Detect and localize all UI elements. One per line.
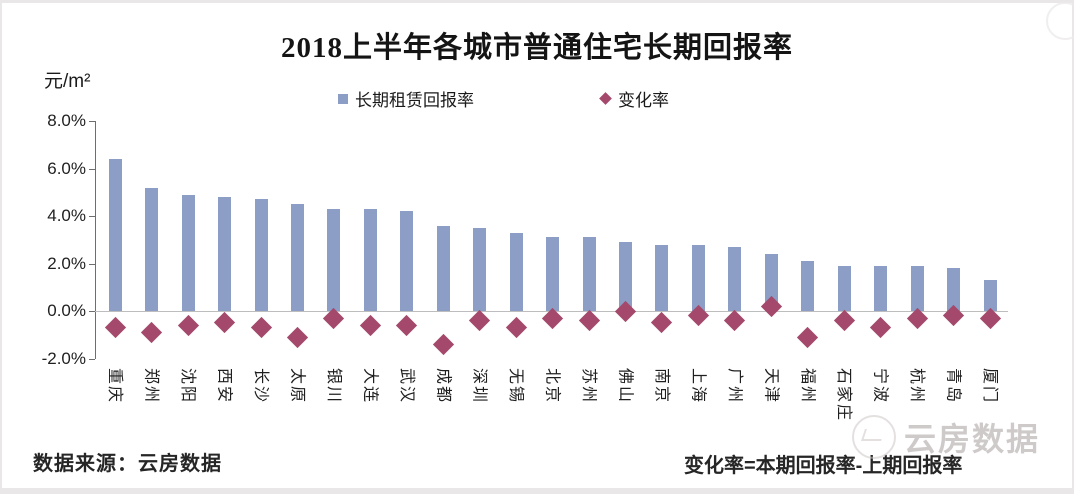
- bar-太原: [290, 204, 304, 311]
- bar-杭州: [910, 265, 924, 311]
- bar-无锡: [509, 232, 523, 311]
- diamond-石家庄: [833, 309, 855, 332]
- legend-label-diamond-series: 变化率: [618, 91, 669, 110]
- x-label-成都: 成都: [434, 368, 452, 405]
- diamond-广州: [724, 309, 746, 332]
- bar-佛山: [619, 242, 632, 311]
- bar-广州: [728, 246, 742, 311]
- diamond-郑州: [141, 321, 163, 343]
- x-label-杭州: 杭州: [908, 368, 926, 405]
- x-label-郑州: 郑州: [142, 368, 160, 405]
- x-label-石家庄: 石家庄: [835, 368, 853, 423]
- x-label-重庆: 重庆: [106, 368, 124, 405]
- diamond-宁波: [870, 317, 892, 339]
- x-label-太原: 太原: [288, 368, 306, 405]
- y-tick-label: 4.0%: [47, 206, 86, 225]
- bar-宁波: [874, 265, 888, 311]
- page-edge-right: [1072, 0, 1074, 494]
- y-axis-tick: [89, 216, 95, 217]
- y-axis-tick: [89, 168, 95, 170]
- bar-重庆: [108, 159, 122, 311]
- bar-成都: [436, 225, 450, 311]
- y-tick-label: 2.0%: [47, 253, 86, 273]
- x-label-福州: 福州: [798, 368, 816, 405]
- bar-北京: [546, 237, 560, 311]
- bar-西安: [218, 197, 232, 311]
- x-label-深圳: 深圳: [470, 368, 488, 405]
- x-label-厦门: 厦门: [981, 368, 998, 405]
- legend-item-bar-series: 长期租赁回报率: [338, 86, 474, 111]
- y-tick-label: 0.0%: [47, 301, 86, 320]
- diamond-无锡: [505, 317, 527, 339]
- page-edge-bottom: [0, 488, 1074, 494]
- page-edge-top: [0, 0, 1074, 3]
- x-label-北京: 北京: [543, 368, 561, 405]
- legend-label-bar-series: 长期租赁回报率: [355, 91, 474, 110]
- bar-郑州: [145, 187, 159, 311]
- bar-福州: [801, 261, 815, 311]
- diamond-福州: [797, 326, 819, 348]
- x-label-大连: 大连: [361, 368, 379, 405]
- x-label-银川: 银川: [324, 368, 342, 405]
- y-axis-unit-label: 元/m²: [44, 71, 91, 92]
- y-axis-tick: [89, 263, 95, 265]
- legend-item-diamond-series: 变化率: [599, 86, 669, 111]
- x-label-西安: 西安: [215, 368, 233, 405]
- x-label-苏州: 苏州: [580, 368, 598, 405]
- x-label-长沙: 长沙: [252, 368, 269, 405]
- x-label-天津: 天津: [762, 368, 780, 405]
- diamond-西安: [213, 312, 236, 334]
- bar-长沙: [254, 199, 268, 311]
- bar-上海: [691, 244, 705, 311]
- x-label-无锡: 无锡: [507, 368, 525, 405]
- y-axis-tick: [89, 311, 95, 312]
- diamond-南京: [651, 312, 673, 334]
- diamond-沈阳: [177, 314, 199, 336]
- x-label-广州: 广州: [725, 368, 743, 405]
- data-source-note: 数据来源：云房数据: [33, 453, 222, 475]
- bar-石家庄: [837, 265, 851, 311]
- y-tick-label: -2.0%: [41, 348, 86, 368]
- diamond-长沙: [250, 317, 272, 339]
- formula-note: 变化率=本期回报率-上期回报率: [684, 455, 963, 477]
- bar-沈阳: [181, 194, 195, 311]
- bar-银川: [327, 208, 341, 311]
- bar-深圳: [473, 227, 487, 311]
- diamond-大连: [359, 314, 381, 336]
- diamond-武汉: [396, 314, 418, 336]
- x-label-南京: 南京: [652, 368, 670, 405]
- x-label-佛山: 佛山: [616, 368, 634, 405]
- diamond-重庆: [104, 317, 126, 339]
- bar-青岛: [947, 268, 961, 311]
- x-label-武汉: 武汉: [397, 368, 415, 405]
- x-label-青岛: 青岛: [944, 368, 962, 405]
- bar-series-swatch-icon: [338, 93, 348, 104]
- bar-武汉: [400, 211, 414, 311]
- diamond-深圳: [469, 309, 491, 332]
- diamond-苏州: [578, 309, 600, 332]
- y-axis-line: [95, 121, 96, 359]
- chart-title: 2018上半年各城市普通住宅长期回报率: [280, 32, 793, 64]
- page-edge-left: [0, 0, 2, 494]
- x-label-宁波: 宁波: [871, 368, 889, 405]
- y-tick-label: 8.0%: [47, 111, 86, 130]
- x-label-上海: 上海: [689, 368, 707, 405]
- diamond-成都: [432, 333, 454, 355]
- x-label-沈阳: 沈阳: [179, 368, 197, 405]
- bar-厦门: [983, 280, 997, 311]
- bar-大连: [363, 208, 377, 311]
- bar-南京: [655, 244, 669, 311]
- y-tick-label: 6.0%: [47, 158, 86, 178]
- y-axis-tick: [89, 358, 95, 360]
- bar-天津: [764, 254, 778, 311]
- bar-苏州: [582, 237, 596, 311]
- y-axis-tick: [89, 121, 95, 122]
- diamond-太原: [286, 326, 309, 348]
